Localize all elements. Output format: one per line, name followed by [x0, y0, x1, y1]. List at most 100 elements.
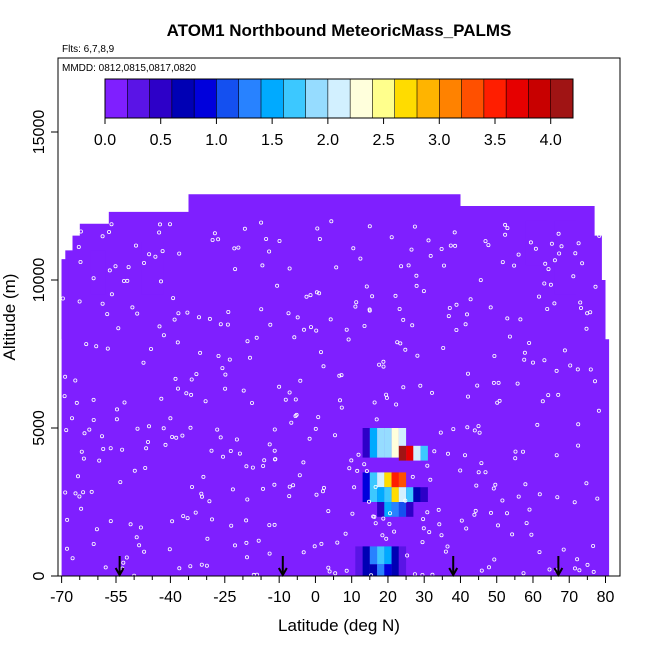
track-point — [247, 355, 252, 360]
heatmap-cell-22 — [384, 487, 392, 502]
track-point — [314, 492, 319, 497]
track-point — [483, 470, 488, 475]
track-point — [114, 417, 119, 422]
heatmap-cell-39 — [384, 546, 392, 565]
track-point — [459, 518, 464, 523]
track-point — [74, 400, 79, 405]
track-point — [199, 562, 204, 567]
track-point — [556, 392, 561, 397]
track-point — [185, 310, 190, 315]
track-point — [576, 241, 581, 246]
track-point — [176, 311, 181, 316]
track-point — [287, 390, 292, 395]
track-point — [287, 266, 292, 271]
track-point — [272, 448, 277, 453]
track-point — [148, 346, 153, 351]
track-point — [237, 451, 242, 456]
track-point — [339, 405, 344, 410]
track-point — [328, 317, 333, 322]
track-point — [486, 243, 491, 248]
track-point — [339, 373, 344, 378]
track-point — [453, 243, 458, 248]
heatmap-cell-35 — [369, 564, 378, 576]
track-point — [73, 378, 78, 383]
track-point — [308, 325, 313, 330]
heatmap-cell-3 — [554, 220, 577, 295]
track-point — [77, 299, 82, 304]
track-point — [79, 449, 84, 454]
track-point — [504, 511, 509, 516]
track-point — [122, 400, 127, 405]
track-point — [527, 340, 532, 345]
track-point — [528, 240, 533, 245]
track-point — [392, 529, 397, 534]
track-point — [134, 535, 139, 540]
track-point — [542, 358, 547, 363]
track-point — [141, 260, 146, 265]
track-point — [312, 544, 317, 549]
track-point — [367, 224, 372, 229]
x-tick-label: 80 — [597, 589, 615, 606]
track-point — [409, 247, 414, 252]
track-point — [415, 353, 420, 358]
track-point — [223, 386, 228, 391]
track-point — [201, 474, 206, 479]
track-point — [516, 252, 521, 257]
track-point — [473, 508, 478, 513]
track-point — [537, 550, 542, 555]
heatmap-cell-27 — [420, 487, 428, 502]
heatmap-cell-42 — [398, 546, 407, 576]
track-point — [216, 353, 221, 358]
track-point — [245, 497, 250, 502]
flight-track-points — [60, 219, 602, 578]
track-point — [486, 565, 491, 570]
arrow-head — [277, 567, 288, 578]
track-point — [497, 398, 502, 403]
track-point — [454, 302, 459, 307]
track-point — [576, 422, 581, 427]
track-point — [522, 357, 527, 362]
track-point — [446, 314, 451, 319]
track-point — [308, 293, 313, 298]
track-point — [432, 449, 437, 454]
track-point — [105, 346, 110, 351]
track-point — [418, 383, 423, 388]
track-point — [403, 347, 408, 352]
track-point — [109, 292, 114, 297]
heatmap-cell-36 — [369, 546, 378, 565]
track-point — [593, 379, 598, 384]
colorbar-tick-label: 1.5 — [261, 132, 283, 149]
track-point — [523, 482, 528, 487]
track-point — [262, 458, 267, 463]
track-point — [414, 283, 419, 288]
colorbar-swatch-3 — [171, 79, 195, 118]
track-point — [576, 443, 581, 448]
track-point — [204, 563, 209, 568]
colorbar-tick-label: 0.0 — [94, 132, 116, 149]
track-point — [157, 324, 162, 329]
track-point — [513, 449, 518, 454]
colorbar-tick-label: 3.5 — [484, 132, 506, 149]
track-point — [472, 512, 477, 517]
track-point — [373, 484, 378, 489]
track-point — [478, 278, 483, 283]
track-point — [218, 435, 223, 440]
track-point — [492, 353, 497, 358]
track-point — [428, 477, 433, 482]
track-point — [458, 468, 463, 473]
track-point — [395, 340, 400, 345]
heatmap-cell-0 — [61, 259, 69, 340]
track-point — [575, 367, 580, 372]
heatmap-cell-26 — [413, 487, 421, 502]
track-point — [559, 244, 564, 249]
track-point — [554, 368, 559, 373]
track-point — [272, 457, 277, 462]
track-point — [562, 348, 567, 353]
track-point — [439, 533, 444, 538]
arrow-3 — [553, 556, 564, 578]
track-point — [251, 572, 256, 577]
track-point — [91, 397, 96, 402]
track-point — [205, 536, 210, 541]
track-point — [287, 494, 292, 499]
